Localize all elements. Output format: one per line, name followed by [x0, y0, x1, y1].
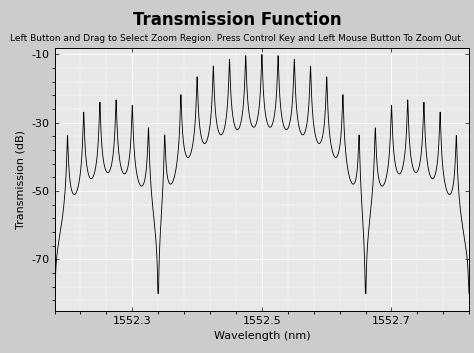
Text: Transmission Function: Transmission Function	[133, 11, 341, 29]
X-axis label: Wavelength (nm): Wavelength (nm)	[214, 331, 310, 341]
Y-axis label: Transmission (dB): Transmission (dB)	[16, 130, 26, 229]
Text: Left Button and Drag to Select Zoom Region. Press Control Key and Left Mouse But: Left Button and Drag to Select Zoom Regi…	[10, 34, 464, 42]
